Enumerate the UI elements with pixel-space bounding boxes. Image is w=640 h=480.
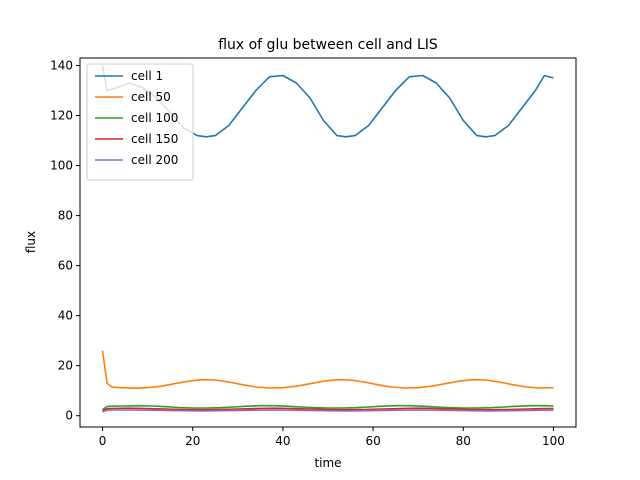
y-tick-label: 80 [58, 209, 73, 223]
chart-title: flux of glu between cell and LIS [218, 37, 438, 53]
legend: cell 1 cell 50 cell 100 cell 150 cell 200 [86, 63, 194, 181]
legend-box [86, 63, 194, 181]
legend-label: cell 200 [131, 153, 178, 167]
legend-label: cell 1 [131, 69, 163, 83]
x-tick-label: 100 [542, 434, 565, 448]
axes-frame [79, 57, 577, 428]
y-tick-label: 20 [58, 359, 73, 373]
y-tick-label: 120 [50, 109, 73, 123]
x-tick-label: 20 [185, 434, 200, 448]
y-axis: 0 20 40 60 80 100 120 140 [50, 59, 80, 423]
legend-label: cell 150 [131, 132, 178, 146]
series-line-cell-50 [101, 350, 554, 390]
series-line-cell-200 [102, 409, 554, 413]
x-tick-label: 60 [365, 434, 380, 448]
x-axis: 0 20 40 60 80 100 [99, 427, 565, 448]
x-tick-label: 80 [456, 434, 471, 448]
legend-label: cell 50 [131, 90, 171, 104]
y-tick-label: 100 [50, 159, 73, 173]
y-tick-label: 0 [65, 409, 73, 423]
legend-label: cell 100 [131, 111, 178, 125]
x-axis-title: time [314, 456, 341, 470]
x-tick-label: 0 [99, 434, 107, 448]
series-line-cell-100 [102, 404, 554, 411]
y-tick-label: 140 [50, 59, 73, 73]
y-tick-label: 60 [58, 259, 73, 273]
y-tick-label: 40 [58, 309, 73, 323]
y-axis-title: flux [24, 231, 38, 253]
series-line-cell-150 [102, 407, 554, 412]
x-tick-label: 40 [275, 434, 290, 448]
